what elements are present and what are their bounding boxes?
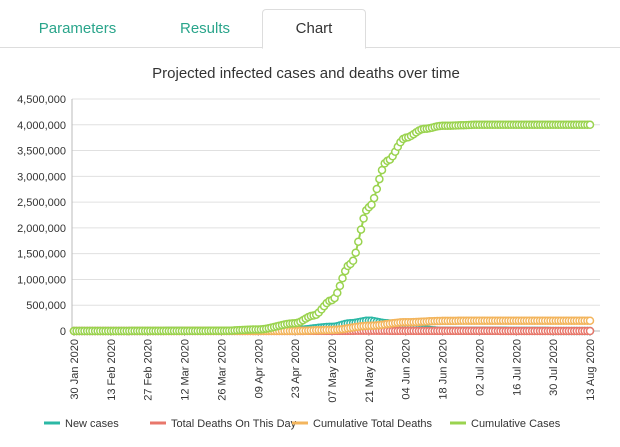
data-point[interactable] [585, 120, 595, 130]
legend-label: Cumulative Cases [471, 418, 561, 430]
legend-label: New cases [65, 418, 119, 430]
tab-bar: Parameters Results Chart [0, 0, 620, 49]
data-point[interactable] [333, 288, 342, 298]
y-tick-label: 2,000,000 [17, 223, 66, 235]
data-point[interactable] [338, 273, 347, 283]
y-tick-label: 1,000,000 [17, 274, 66, 286]
x-tick-label: 16 Jul 2020 [511, 339, 523, 396]
x-tick-label: 12 Mar 2020 [180, 339, 192, 401]
chart-title: Projected infected cases and deaths over… [152, 65, 460, 82]
x-tick-label: 04 Jun 2020 [401, 339, 413, 400]
tab-parameters[interactable]: Parameters [38, 20, 117, 37]
y-tick-label: 4,500,000 [17, 94, 66, 106]
x-tick-label: 27 Feb 2020 [143, 339, 155, 401]
y-tick-label: 1,500,000 [17, 249, 66, 261]
legend-label: Cumulative Total Deaths [313, 418, 433, 430]
data-point[interactable] [372, 184, 382, 194]
y-tick-label: 0 [60, 326, 66, 338]
legend-item[interactable]: Cumulative Cases [450, 418, 561, 430]
x-tick-label: 07 May 2020 [327, 339, 339, 403]
chart-series [69, 120, 595, 336]
data-point[interactable] [585, 326, 595, 336]
x-axis: 30 Jan 2020 13 Feb 2020 27 Feb 2020 12 Mar … [69, 331, 597, 403]
legend-label: Total Deaths On This Day [171, 418, 297, 430]
series-cumulative-cases [69, 120, 595, 336]
x-tick-label: 13 Feb 2020 [106, 339, 118, 401]
y-tick-label: 2,500,000 [17, 197, 66, 209]
data-point[interactable] [356, 225, 366, 234]
data-point[interactable] [335, 281, 345, 291]
y-tick-label: 3,500,000 [17, 146, 66, 158]
y-tick-label: 4,000,000 [17, 120, 66, 132]
y-tick-label: 3,000,000 [17, 171, 66, 183]
tab-results[interactable]: Results [179, 20, 231, 37]
legend-item[interactable]: Total Deaths On This Day [150, 418, 297, 430]
legend-item[interactable]: New cases [44, 418, 119, 430]
data-point[interactable] [377, 165, 387, 175]
tab-chart[interactable]: Chart [262, 9, 366, 49]
x-tick-label: 09 Apr 2020 [253, 339, 265, 398]
line-chart: Projected infected cases and deaths over… [17, 65, 600, 430]
data-point[interactable] [351, 248, 360, 257]
data-point[interactable] [348, 256, 358, 266]
x-tick-label: 30 Jan 2020 [69, 339, 81, 400]
x-tick-label: 13 Aug 2020 [585, 339, 597, 401]
data-point[interactable] [585, 316, 595, 325]
y-axis: 4,500,000 4,000,000 3,500,000 3,000,000 2,50… [17, 94, 73, 338]
x-tick-label: 30 Jul 2020 [548, 339, 560, 396]
chart-legend: New cases Total Deaths On This Day Cumulat… [44, 418, 561, 430]
data-point[interactable] [359, 214, 368, 223]
x-tick-label: 21 May 2020 [364, 339, 376, 403]
x-tick-label: 26 Mar 2020 [216, 339, 228, 401]
x-tick-label: 18 Jun 2020 [438, 339, 450, 400]
x-tick-label: 02 Jul 2020 [474, 339, 486, 396]
data-point[interactable] [375, 174, 384, 184]
data-point[interactable] [369, 193, 379, 203]
legend-item[interactable]: Cumulative Total Deaths [292, 418, 433, 430]
data-point[interactable] [354, 237, 363, 246]
x-tick-label: 23 Apr 2020 [290, 339, 302, 398]
y-tick-label: 500,000 [26, 300, 66, 312]
